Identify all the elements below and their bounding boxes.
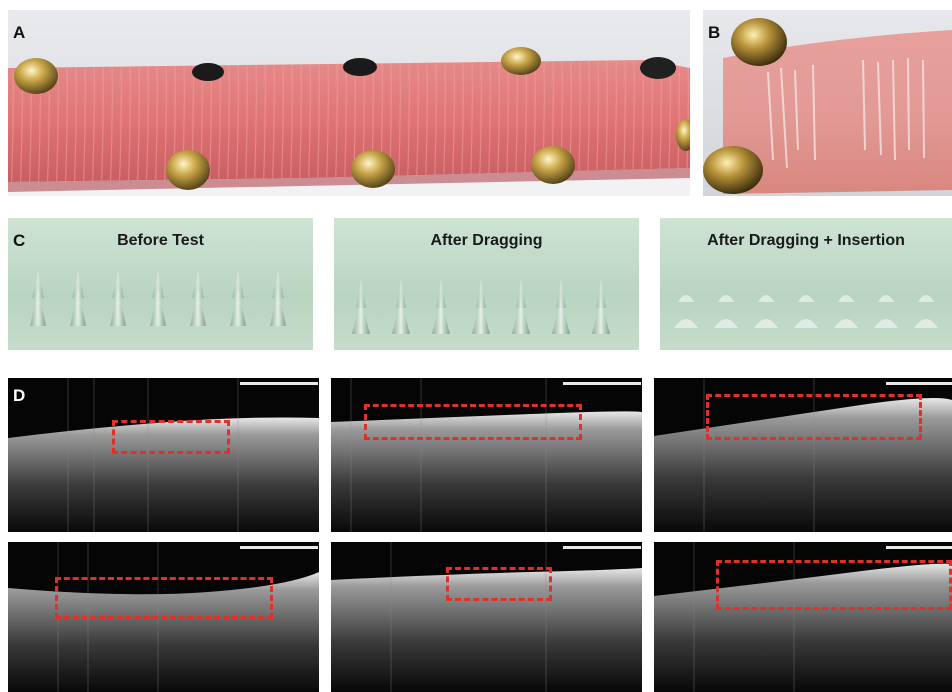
scale-bar: [563, 546, 641, 549]
micrograph-title-after-dragging-insertion: After Dragging + Insertion: [707, 232, 905, 249]
scale-bar: [563, 382, 641, 385]
roi-dashed-box: [706, 394, 922, 440]
microneedle-array-intact: [30, 270, 286, 326]
panel-label-d: D: [13, 386, 26, 405]
oct-tissue-scan: [654, 542, 952, 692]
scale-bar: [886, 382, 952, 385]
microneedle-array-deformed: [674, 295, 938, 328]
micrograph-title-before-test: Before Test: [117, 232, 204, 249]
oct-image-row1-col1: [8, 378, 319, 532]
oct-image-row2-col1: [8, 542, 319, 692]
panel-label-a: A: [13, 23, 26, 42]
oct-image-row2-col2: [331, 542, 642, 692]
roi-dashed-box: [364, 404, 582, 440]
panel-b-photo: [703, 10, 952, 196]
micrograph-before-test: Before Test: [8, 218, 313, 350]
skin-strip-photo-a: [8, 47, 690, 196]
oct-tissue-scan: [8, 378, 319, 532]
oct-image-row2-col3: [654, 542, 952, 692]
roi-dashed-box: [112, 420, 230, 454]
panel-a-photo: [8, 10, 690, 196]
roi-dashed-box: [446, 567, 552, 601]
roi-dashed-box: [55, 577, 273, 619]
oct-tissue-scan: [331, 542, 642, 692]
roi-dashed-box: [716, 560, 952, 610]
micrograph-title-after-dragging: After Dragging: [430, 232, 543, 249]
oct-image-row1-col3: [654, 378, 952, 532]
oct-tissue-scan: [654, 378, 952, 532]
oct-tissue-scan: [331, 378, 642, 532]
panel-label-b: B: [708, 23, 721, 42]
skin-strip-photo-b: [703, 18, 952, 194]
scale-bar: [886, 546, 952, 549]
scale-bar: [240, 382, 318, 385]
micrograph-after-dragging-insertion: After Dragging + Insertion: [660, 218, 952, 350]
microneedle-array-dragged: [352, 280, 610, 334]
scale-bar: [240, 546, 318, 549]
micrograph-after-dragging: After Dragging: [334, 218, 639, 350]
panel-label-c: C: [13, 231, 26, 250]
oct-image-row1-col2: [331, 378, 642, 532]
